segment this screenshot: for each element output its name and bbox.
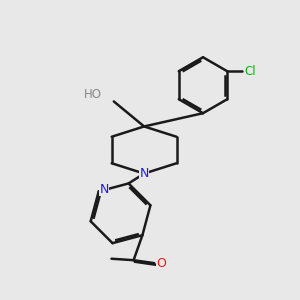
Text: O: O (156, 256, 166, 270)
Text: Cl: Cl (244, 65, 256, 78)
Text: HO: HO (84, 88, 102, 101)
Text: N: N (140, 167, 149, 180)
Text: N: N (99, 184, 109, 196)
